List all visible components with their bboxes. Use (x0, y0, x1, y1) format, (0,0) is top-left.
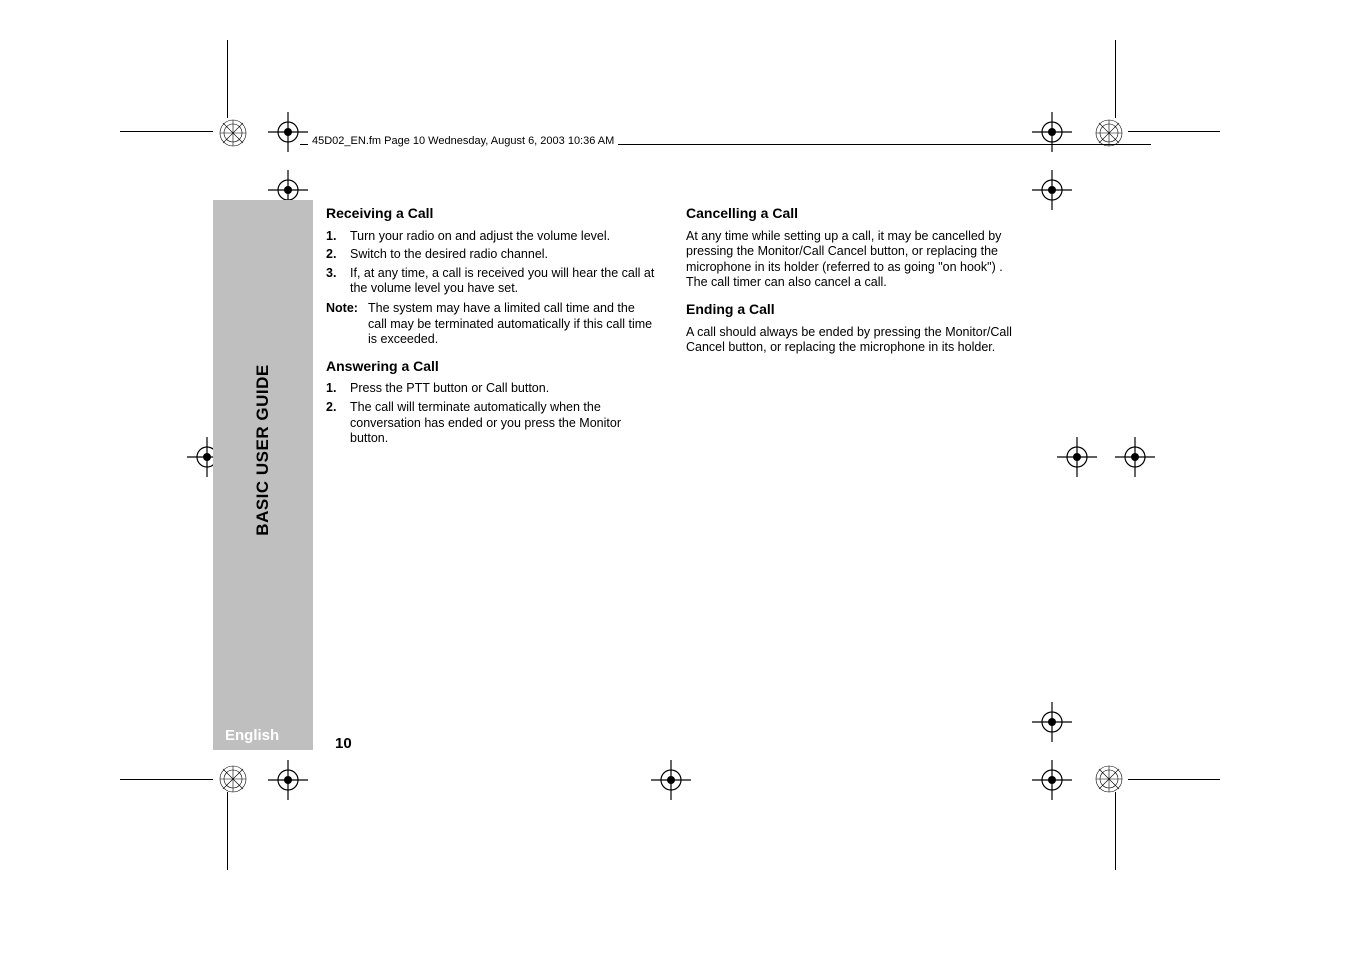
running-header: 45D02_EN.fm Page 10 Wednesday, August 6,… (308, 135, 618, 147)
registration-mark-icon (649, 758, 693, 802)
heading-ending: Ending a Call (686, 301, 1016, 319)
crop-tick (227, 40, 228, 118)
paragraph: A call should always be ended by pressin… (686, 325, 1016, 356)
list-item: 1. Turn your radio on and adjust the vol… (326, 229, 656, 245)
crop-tick (1128, 131, 1220, 132)
page-content: Receiving a Call 1. Turn your radio on a… (326, 205, 1016, 450)
registration-mark-icon (1030, 758, 1074, 802)
left-column: Receiving a Call 1. Turn your radio on a… (326, 205, 656, 450)
crop-tick (1115, 792, 1116, 870)
crop-tick (1115, 40, 1116, 118)
registration-mark-icon (1113, 435, 1157, 479)
paragraph: At any time while setting up a call, it … (686, 229, 1016, 292)
corner-ornament-icon (218, 118, 248, 148)
registration-mark-icon (1030, 700, 1074, 744)
list-text: Turn your radio on and adjust the volume… (350, 229, 656, 245)
list-item: 2. Switch to the desired radio channel. (326, 247, 656, 263)
heading-cancelling: Cancelling a Call (686, 205, 1016, 223)
list-text: The call will terminate automatically wh… (350, 400, 656, 447)
list-item: 1. Press the PTT button or Call button. (326, 381, 656, 397)
corner-ornament-icon (218, 764, 248, 794)
list-number: 2. (326, 247, 350, 263)
crop-tick (1128, 779, 1220, 780)
language-label: English (225, 727, 279, 744)
corner-ornament-icon (1094, 118, 1124, 148)
note-text: The system may have a limited call time … (368, 301, 656, 348)
note-block: Note: The system may have a limited call… (326, 301, 656, 348)
list-number: 1. (326, 381, 350, 397)
registration-mark-icon (266, 758, 310, 802)
registration-mark-icon (1055, 435, 1099, 479)
list-item: 3. If, at any time, a call is received y… (326, 266, 656, 297)
list-text: Press the PTT button or Call button. (350, 381, 656, 397)
registration-mark-icon (266, 110, 310, 154)
list-text: Switch to the desired radio channel. (350, 247, 656, 263)
right-column: Cancelling a Call At any time while sett… (686, 205, 1016, 450)
crop-tick (120, 779, 213, 780)
section-label: BASIC USER GUIDE (253, 364, 273, 535)
list-number: 2. (326, 400, 350, 447)
list-text: If, at any time, a call is received you … (350, 266, 656, 297)
page-number: 10 (335, 735, 352, 752)
section-sidebar: BASIC USER GUIDE English (213, 200, 313, 750)
list-number: 1. (326, 229, 350, 245)
crop-tick (120, 131, 213, 132)
heading-receiving: Receiving a Call (326, 205, 656, 223)
note-label: Note: (326, 301, 368, 348)
corner-ornament-icon (1094, 764, 1124, 794)
registration-mark-icon (1030, 168, 1074, 212)
list-item: 2. The call will terminate automatically… (326, 400, 656, 447)
list-number: 3. (326, 266, 350, 297)
registration-mark-icon (1030, 110, 1074, 154)
crop-tick (227, 792, 228, 870)
heading-answering: Answering a Call (326, 358, 656, 376)
